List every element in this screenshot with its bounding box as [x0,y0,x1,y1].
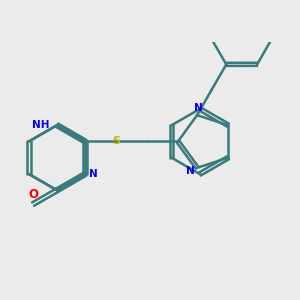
Text: N: N [194,103,203,113]
Text: S: S [112,136,120,146]
Text: O: O [28,188,38,201]
Text: NH: NH [32,120,49,130]
Text: N: N [89,169,98,179]
Text: N: N [186,166,194,176]
